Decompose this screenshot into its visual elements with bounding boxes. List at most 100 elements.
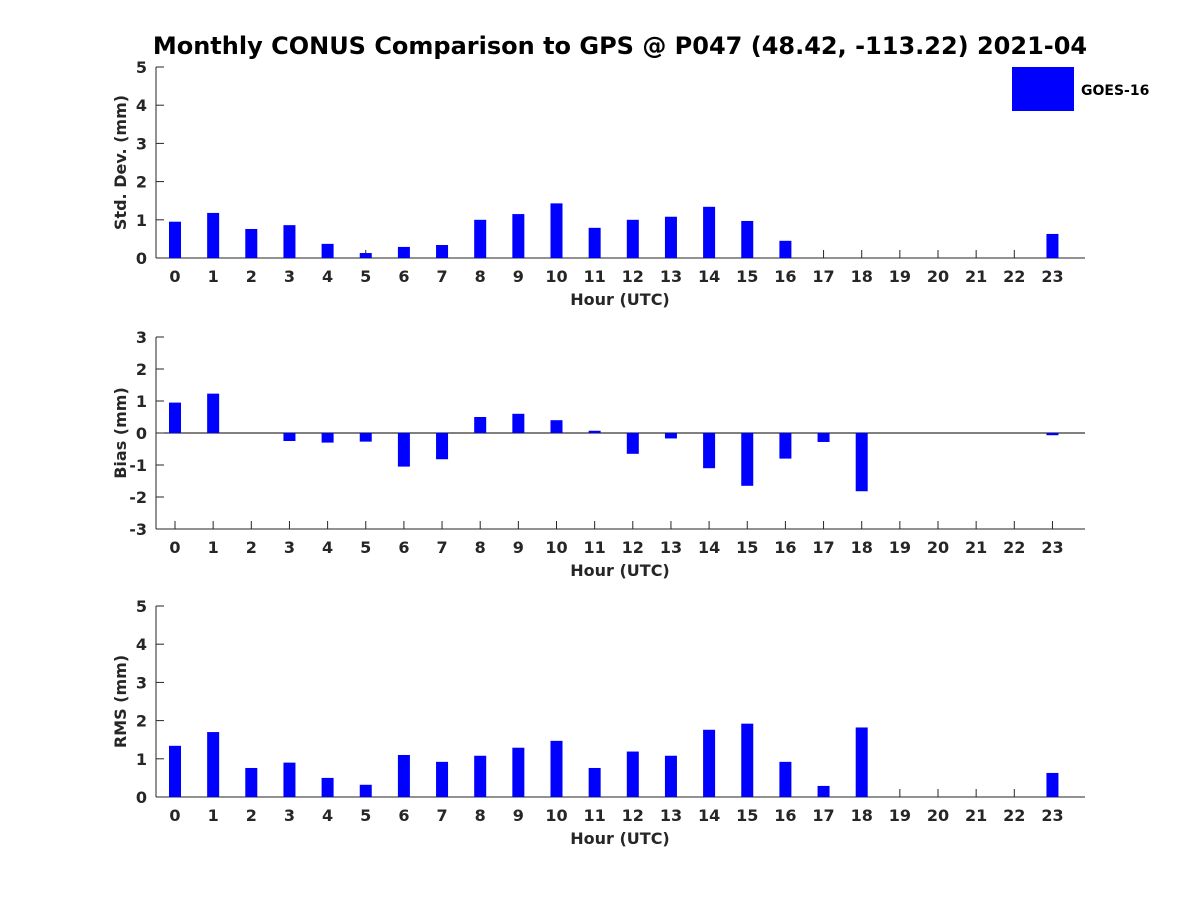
y-tick-label: 0 — [136, 249, 147, 268]
bar-hour-1 — [207, 212, 220, 258]
x-tick-label: 12 — [622, 538, 644, 557]
bar-hour-11 — [588, 227, 601, 258]
y-tick-label: 2 — [136, 173, 147, 192]
bar-hour-8 — [474, 219, 487, 258]
x-tick-label: 9 — [513, 806, 524, 825]
bar-hour-3 — [283, 762, 296, 797]
bar-hour-15 — [741, 723, 754, 797]
y-tick-label: 4 — [136, 96, 147, 115]
bar-hour-2 — [245, 767, 258, 797]
x-tick-label: 11 — [584, 538, 606, 557]
x-tick-label: 3 — [284, 538, 295, 557]
x-tick-label: 10 — [545, 806, 567, 825]
x-tick-label: 23 — [1041, 538, 1063, 557]
bar-hour-13 — [664, 433, 677, 439]
x-tick-label: 15 — [736, 806, 758, 825]
x-tick-label: 1 — [208, 538, 219, 557]
x-tick-label: 7 — [436, 267, 447, 286]
y-tick-label: 2 — [136, 360, 147, 379]
bar-hour-6 — [397, 433, 410, 467]
x-tick-label: 12 — [622, 267, 644, 286]
y-axis-label: RMS (mm) — [111, 655, 130, 748]
y-tick-label: 5 — [136, 597, 147, 616]
bar-hour-12 — [626, 433, 639, 454]
bar-hour-10 — [550, 740, 563, 797]
y-tick-label: 4 — [136, 635, 147, 654]
y-tick-label: 5 — [136, 58, 147, 77]
y-tick-label: -1 — [129, 456, 147, 475]
x-tick-label: 17 — [812, 806, 834, 825]
y-tick-label: 1 — [136, 392, 147, 411]
bar-hour-4 — [321, 433, 334, 443]
x-tick-label: 5 — [360, 267, 371, 286]
x-tick-label: 22 — [1003, 806, 1025, 825]
bar-hour-8 — [474, 755, 487, 797]
legend-swatch — [1012, 67, 1074, 111]
x-tick-label: 13 — [660, 538, 682, 557]
bar-hour-5 — [359, 784, 372, 797]
y-tick-label: 3 — [136, 328, 147, 347]
y-tick-label: 2 — [136, 712, 147, 731]
bar-hour-18 — [855, 727, 868, 797]
bar-hour-14 — [703, 206, 716, 258]
x-tick-label: 8 — [475, 538, 486, 557]
x-tick-label: 8 — [475, 267, 486, 286]
bar-hour-18 — [855, 433, 868, 492]
x-tick-label: 16 — [774, 806, 796, 825]
x-tick-label: 18 — [851, 267, 873, 286]
x-tick-label: 17 — [812, 267, 834, 286]
x-tick-label: 6 — [398, 267, 409, 286]
x-tick-label: 4 — [322, 267, 333, 286]
bar-hour-0 — [169, 402, 181, 433]
x-tick-label: 9 — [513, 538, 524, 557]
bar-hour-9 — [512, 747, 525, 797]
bar-hour-7 — [436, 761, 449, 797]
x-tick-label: 13 — [660, 806, 682, 825]
x-tick-label: 15 — [736, 538, 758, 557]
x-axis-label: Hour (UTC) — [570, 829, 670, 848]
x-tick-label: 7 — [436, 538, 447, 557]
bar-hour-12 — [626, 219, 639, 258]
x-tick-label: 19 — [889, 267, 911, 286]
bar-hour-1 — [207, 393, 220, 433]
x-tick-label: 21 — [965, 806, 987, 825]
x-tick-label: 10 — [545, 267, 567, 286]
x-tick-label: 12 — [622, 806, 644, 825]
x-tick-label: 23 — [1041, 806, 1063, 825]
bar-hour-3 — [283, 433, 296, 441]
x-tick-label: 16 — [774, 538, 796, 557]
x-tick-label: 2 — [246, 538, 257, 557]
y-axis-label: Bias (mm) — [111, 387, 130, 479]
bar-hour-12 — [626, 751, 639, 797]
bar-hour-5 — [359, 433, 372, 442]
y-tick-label: 0 — [136, 424, 147, 443]
bar-hour-10 — [550, 420, 563, 433]
x-tick-label: 20 — [927, 806, 949, 825]
x-tick-label: 9 — [513, 267, 524, 286]
x-tick-label: 6 — [398, 538, 409, 557]
x-tick-label: 3 — [284, 806, 295, 825]
bar-hour-1 — [207, 732, 220, 797]
x-tick-label: 3 — [284, 267, 295, 286]
bar-hour-23 — [1046, 433, 1059, 436]
bar-hour-11 — [588, 767, 601, 797]
y-tick-label: -2 — [129, 488, 147, 507]
bar-hour-16 — [779, 240, 792, 258]
chart-title: Monthly CONUS Comparison to GPS @ P047 (… — [153, 32, 1087, 60]
x-tick-label: 20 — [927, 538, 949, 557]
x-tick-label: 20 — [927, 267, 949, 286]
bar-hour-4 — [321, 243, 334, 258]
bar-hour-23 — [1046, 233, 1059, 258]
x-tick-label: 2 — [246, 267, 257, 286]
x-tick-label: 17 — [812, 538, 834, 557]
bar-hour-15 — [741, 433, 754, 486]
bar-hour-17 — [817, 433, 830, 442]
x-tick-label: 7 — [436, 806, 447, 825]
x-tick-label: 5 — [360, 538, 371, 557]
x-tick-label: 22 — [1003, 538, 1025, 557]
x-tick-label: 10 — [545, 538, 567, 557]
y-axis-label: Std. Dev. (mm) — [111, 95, 130, 230]
